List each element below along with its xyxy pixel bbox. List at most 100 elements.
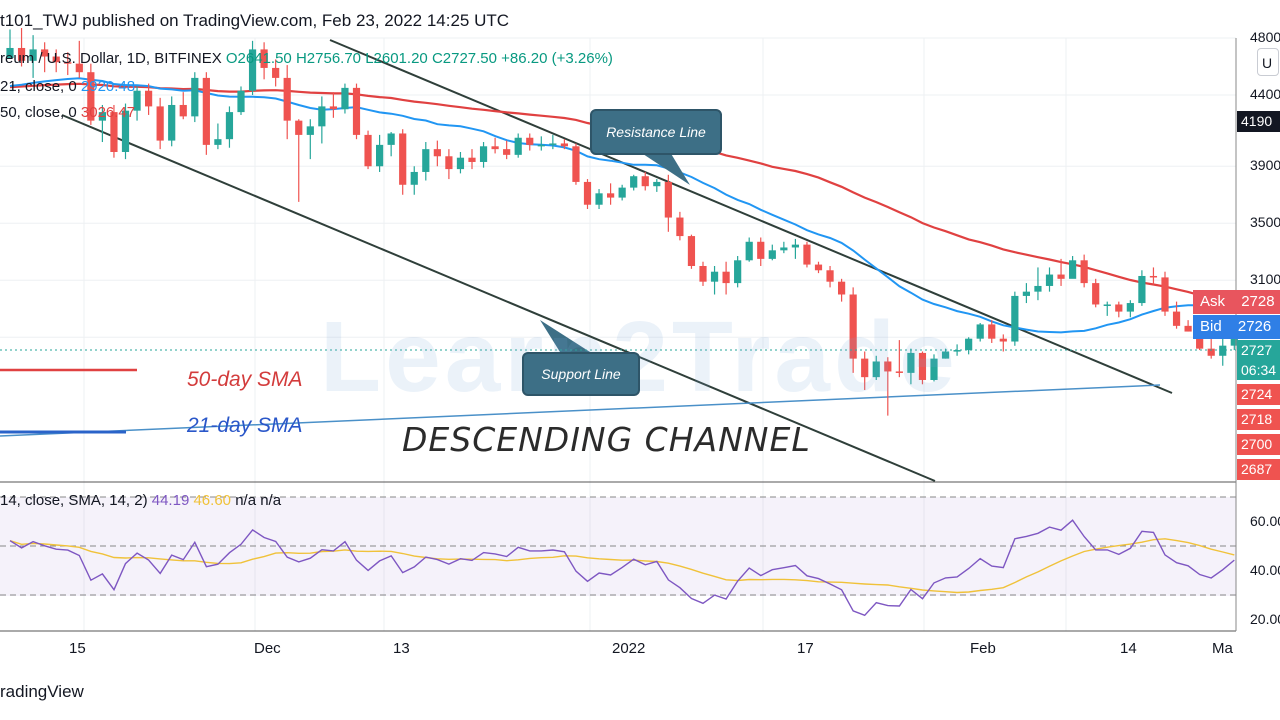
unit-button[interactable]: U <box>1257 48 1279 76</box>
rsi-legend: 14, close, SMA, 14, 2) 44.19 46.60 n/a n… <box>0 492 281 509</box>
candle-body <box>676 217 684 237</box>
countdown-tag: 06:34 <box>1237 360 1280 380</box>
rsi-tick-label: 20.00 <box>1250 611 1280 627</box>
candle-body <box>768 250 776 259</box>
ma21-legend: 21, close, 0 2920.48 <box>0 78 135 95</box>
rsi-na-2: n/a <box>260 492 282 509</box>
candle-body <box>98 112 106 121</box>
ma21-value: 2920.48 <box>80 78 136 95</box>
candle-body <box>930 358 938 380</box>
price-tick-label: 3100 <box>1250 271 1280 287</box>
candle-body <box>826 270 834 282</box>
candle-body <box>399 133 407 185</box>
time-tick-label: 13 <box>393 640 410 657</box>
candle-body <box>953 350 961 352</box>
candle-body <box>329 106 337 110</box>
candle-body <box>260 49 268 68</box>
candle-body <box>687 236 696 266</box>
support-callout-pointer <box>540 320 590 352</box>
price-tick-label: 4400 <box>1250 86 1280 102</box>
ma21-label: 21, close, 0 <box>0 78 77 95</box>
candle-body <box>618 187 626 198</box>
candle-body <box>64 62 72 64</box>
bid-tag: Bid 2726 <box>1193 315 1280 339</box>
candle-body <box>918 352 927 380</box>
candle-body <box>549 143 557 145</box>
publisher-text: t101_TWJ published on TradingView.com, F… <box>0 11 510 30</box>
sma21-line <box>9 77 1235 334</box>
candle-body <box>583 181 592 205</box>
candle-body <box>607 193 615 198</box>
ask-value: 2728 <box>1241 293 1275 310</box>
rsi-tick-label: 40.00 <box>1250 562 1280 578</box>
candle-body <box>133 90 141 111</box>
candle-body <box>1207 348 1215 356</box>
candle-body <box>1022 291 1030 296</box>
candle-body <box>1149 275 1158 278</box>
resistance-callout-pointer <box>640 152 690 185</box>
candle-body <box>29 49 37 61</box>
candle-body <box>75 63 83 73</box>
ask-label: Ask <box>1200 293 1226 310</box>
current-price-tag: 4190 <box>1237 111 1280 132</box>
candle-body <box>803 244 811 265</box>
candle-body <box>780 247 788 251</box>
change-value: +86.20 (+3.26%) <box>501 50 613 67</box>
candle-body <box>1057 274 1065 279</box>
time-tick-label: 14 <box>1120 640 1137 657</box>
rsi-na-1: n/a <box>235 492 257 509</box>
candle-body <box>664 181 672 218</box>
candle-body <box>861 358 869 378</box>
candle-body <box>479 146 488 162</box>
rsi-grid <box>0 496 1236 596</box>
candle-body <box>595 193 603 205</box>
footer-brand: radingView <box>0 682 84 701</box>
candle-body <box>1196 331 1204 349</box>
candle-body <box>491 146 499 150</box>
candle-body <box>641 176 649 187</box>
time-tick-label: Feb <box>970 640 996 657</box>
candle-body <box>121 110 130 152</box>
lower-tag-1: 2724 <box>1237 384 1280 405</box>
candle-body <box>468 157 476 162</box>
candle-body <box>87 72 95 121</box>
lower-tag-2: 2718 <box>1237 409 1280 430</box>
candle-body <box>202 77 210 145</box>
candle-body <box>17 47 26 61</box>
candle-body <box>410 171 418 185</box>
candle-body <box>710 271 719 282</box>
candle-body <box>699 266 707 282</box>
candle-body <box>387 133 395 145</box>
candle-body <box>734 260 742 284</box>
candle-body <box>999 338 1007 342</box>
open-value: O2641.50 <box>225 50 292 67</box>
rsi-tick-label: 60.00 <box>1250 513 1280 529</box>
horizontal-support-line <box>0 384 1161 437</box>
candle-body <box>1230 333 1238 346</box>
candle-body <box>341 87 349 110</box>
candle-body <box>560 143 568 147</box>
rsi-value: 44.19 <box>151 492 190 509</box>
candle-body <box>272 67 280 78</box>
support-callout: Support Line <box>522 352 640 396</box>
sma21-annotation: 21-day SMA <box>187 414 303 437</box>
candle-body <box>110 112 118 152</box>
candle-body <box>1172 311 1181 326</box>
candle-body <box>757 241 765 259</box>
candle-body <box>1184 325 1192 332</box>
candle-body <box>225 112 234 140</box>
candle-body <box>872 361 880 378</box>
candle-body <box>976 324 984 339</box>
candle-body <box>1069 260 1077 279</box>
candle-body <box>1092 283 1100 305</box>
close-value: C2727.50 <box>431 50 497 67</box>
symbol-legend: reum / U.S. Dollar, 1D, BITFINEX O2641.5… <box>0 50 613 67</box>
candle-body <box>237 90 245 113</box>
candle-body <box>572 146 580 182</box>
candle-body <box>630 176 638 188</box>
rsi-lines <box>9 519 1235 617</box>
time-tick-label: Ma <box>1212 640 1233 657</box>
low-value: L2601.20 <box>365 50 428 67</box>
high-value: H2756.70 <box>295 50 362 67</box>
